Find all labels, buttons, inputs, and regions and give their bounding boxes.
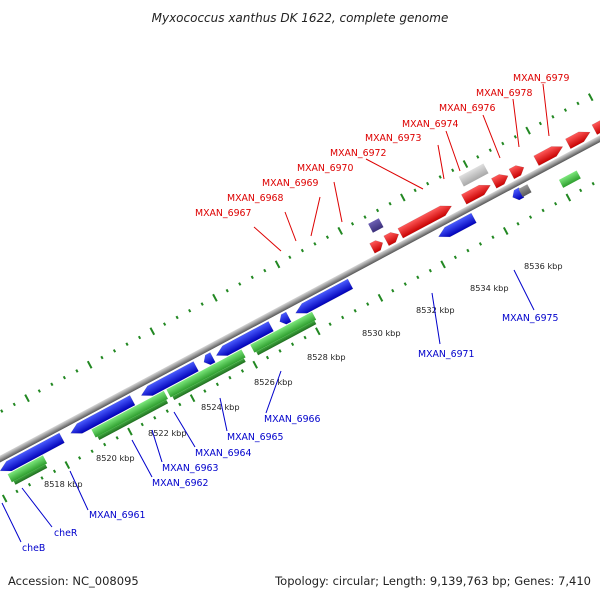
gene-forward[interactable] <box>591 108 600 135</box>
cog-feature[interactable] <box>250 311 317 353</box>
gene-label-reverse[interactable]: MXAN_6975 <box>502 313 559 324</box>
gene-label-forward[interactable]: MXAN_6972 <box>330 148 387 159</box>
gene-label-reverse[interactable]: MXAN_6963 <box>162 463 219 474</box>
cog-track <box>7 170 581 485</box>
gene-forward[interactable] <box>533 142 566 166</box>
cog-feature[interactable] <box>558 170 581 188</box>
gene-forward[interactable] <box>383 229 402 247</box>
scale-tick-label: 8522 kbp <box>148 428 187 438</box>
gene-reverse[interactable] <box>277 311 292 326</box>
gene-forward[interactable] <box>565 127 592 150</box>
scale-tick-label: 8526 kbp <box>254 377 293 387</box>
scale-tick-label: 8518 kbp <box>44 479 83 489</box>
cog-feature[interactable] <box>97 399 169 441</box>
gene-forward[interactable] <box>508 163 527 180</box>
gene-reverse[interactable] <box>0 432 65 476</box>
gene-forward[interactable] <box>491 171 510 189</box>
scale-tick-label: 8524 kbp <box>201 402 240 412</box>
inner-tick-track <box>1 181 595 503</box>
accession-text: Accession: NC_008095 <box>8 574 139 588</box>
gene-label-forward[interactable]: MXAN_6967 <box>195 208 252 219</box>
gene-forward[interactable] <box>369 238 386 254</box>
gene-reverse[interactable] <box>68 395 136 438</box>
outer-tick-track <box>0 93 594 413</box>
gene-label-forward[interactable]: MXAN_6968 <box>227 193 284 204</box>
map-title: Myxococcus xanthus DK 1622, complete gen… <box>152 11 449 25</box>
gene-label-forward[interactable]: MXAN_6976 <box>439 103 496 114</box>
scale-tick-label: 8530 kbp <box>362 328 401 338</box>
gene-label-forward[interactable]: MXAN_6969 <box>262 178 319 189</box>
cog-feature[interactable] <box>256 320 317 356</box>
gene-label-reverse[interactable]: cheR <box>54 528 78 539</box>
gene-forward[interactable] <box>397 201 454 239</box>
scale-tick-label: 8536 kbp <box>524 261 563 271</box>
gene-track <box>0 108 600 476</box>
scale-tick-label: 8532 kbp <box>416 305 455 315</box>
cog-feature[interactable] <box>166 349 246 398</box>
gene-label-forward[interactable]: MXAN_6974 <box>402 119 459 130</box>
gene-forward[interactable] <box>461 180 493 205</box>
gene-forward[interactable] <box>368 218 384 233</box>
gene-label-reverse[interactable]: MXAN_6962 <box>152 478 209 489</box>
gene-reverse[interactable] <box>214 321 274 360</box>
cog-feature[interactable] <box>91 390 168 438</box>
gene-label-reverse[interactable]: MXAN_6961 <box>89 510 146 521</box>
label-leader-lines <box>1 83 550 543</box>
gene-label-forward[interactable]: MXAN_6979 <box>513 73 570 84</box>
gene-reverse[interactable] <box>436 212 477 242</box>
gene-labels: MXAN_6967 MXAN_6968 MXAN_6969 MXAN_6970 MXAN… <box>22 73 570 554</box>
gene-label-forward[interactable]: MXAN_6973 <box>365 133 422 144</box>
gene-label-reverse[interactable]: MXAN_6971 <box>418 349 475 360</box>
gene-reverse[interactable] <box>293 278 354 318</box>
cog-feature[interactable] <box>172 358 246 401</box>
gene-forward[interactable] <box>458 163 489 187</box>
gene-label-reverse[interactable]: MXAN_6965 <box>227 432 284 443</box>
backbone <box>0 98 600 500</box>
coordinate-scale: 8518 kbp 8520 kbp 8522 kbp 8524 kbp 8526 kbp… <box>44 261 563 489</box>
gene-reverse[interactable] <box>139 361 199 400</box>
scale-tick-label: 8520 kbp <box>96 453 135 463</box>
genome-stats-text: Topology: circular; Length: 9,139,763 bp… <box>274 574 591 588</box>
cog-feature[interactable] <box>7 455 48 483</box>
gene-label-reverse[interactable]: MXAN_6966 <box>264 414 321 425</box>
gene-label-reverse[interactable]: cheB <box>22 543 45 554</box>
gene-label-forward[interactable]: MXAN_6970 <box>297 163 354 174</box>
gene-reverse[interactable] <box>201 352 216 367</box>
cog-feature[interactable] <box>13 464 48 485</box>
gene-label-forward[interactable]: MXAN_6978 <box>476 88 533 99</box>
scale-tick-label: 8534 kbp <box>470 283 509 293</box>
gene-label-reverse[interactable]: MXAN_6964 <box>195 448 252 459</box>
scale-tick-label: 8528 kbp <box>307 352 346 362</box>
gene-reverse[interactable] <box>518 184 532 197</box>
